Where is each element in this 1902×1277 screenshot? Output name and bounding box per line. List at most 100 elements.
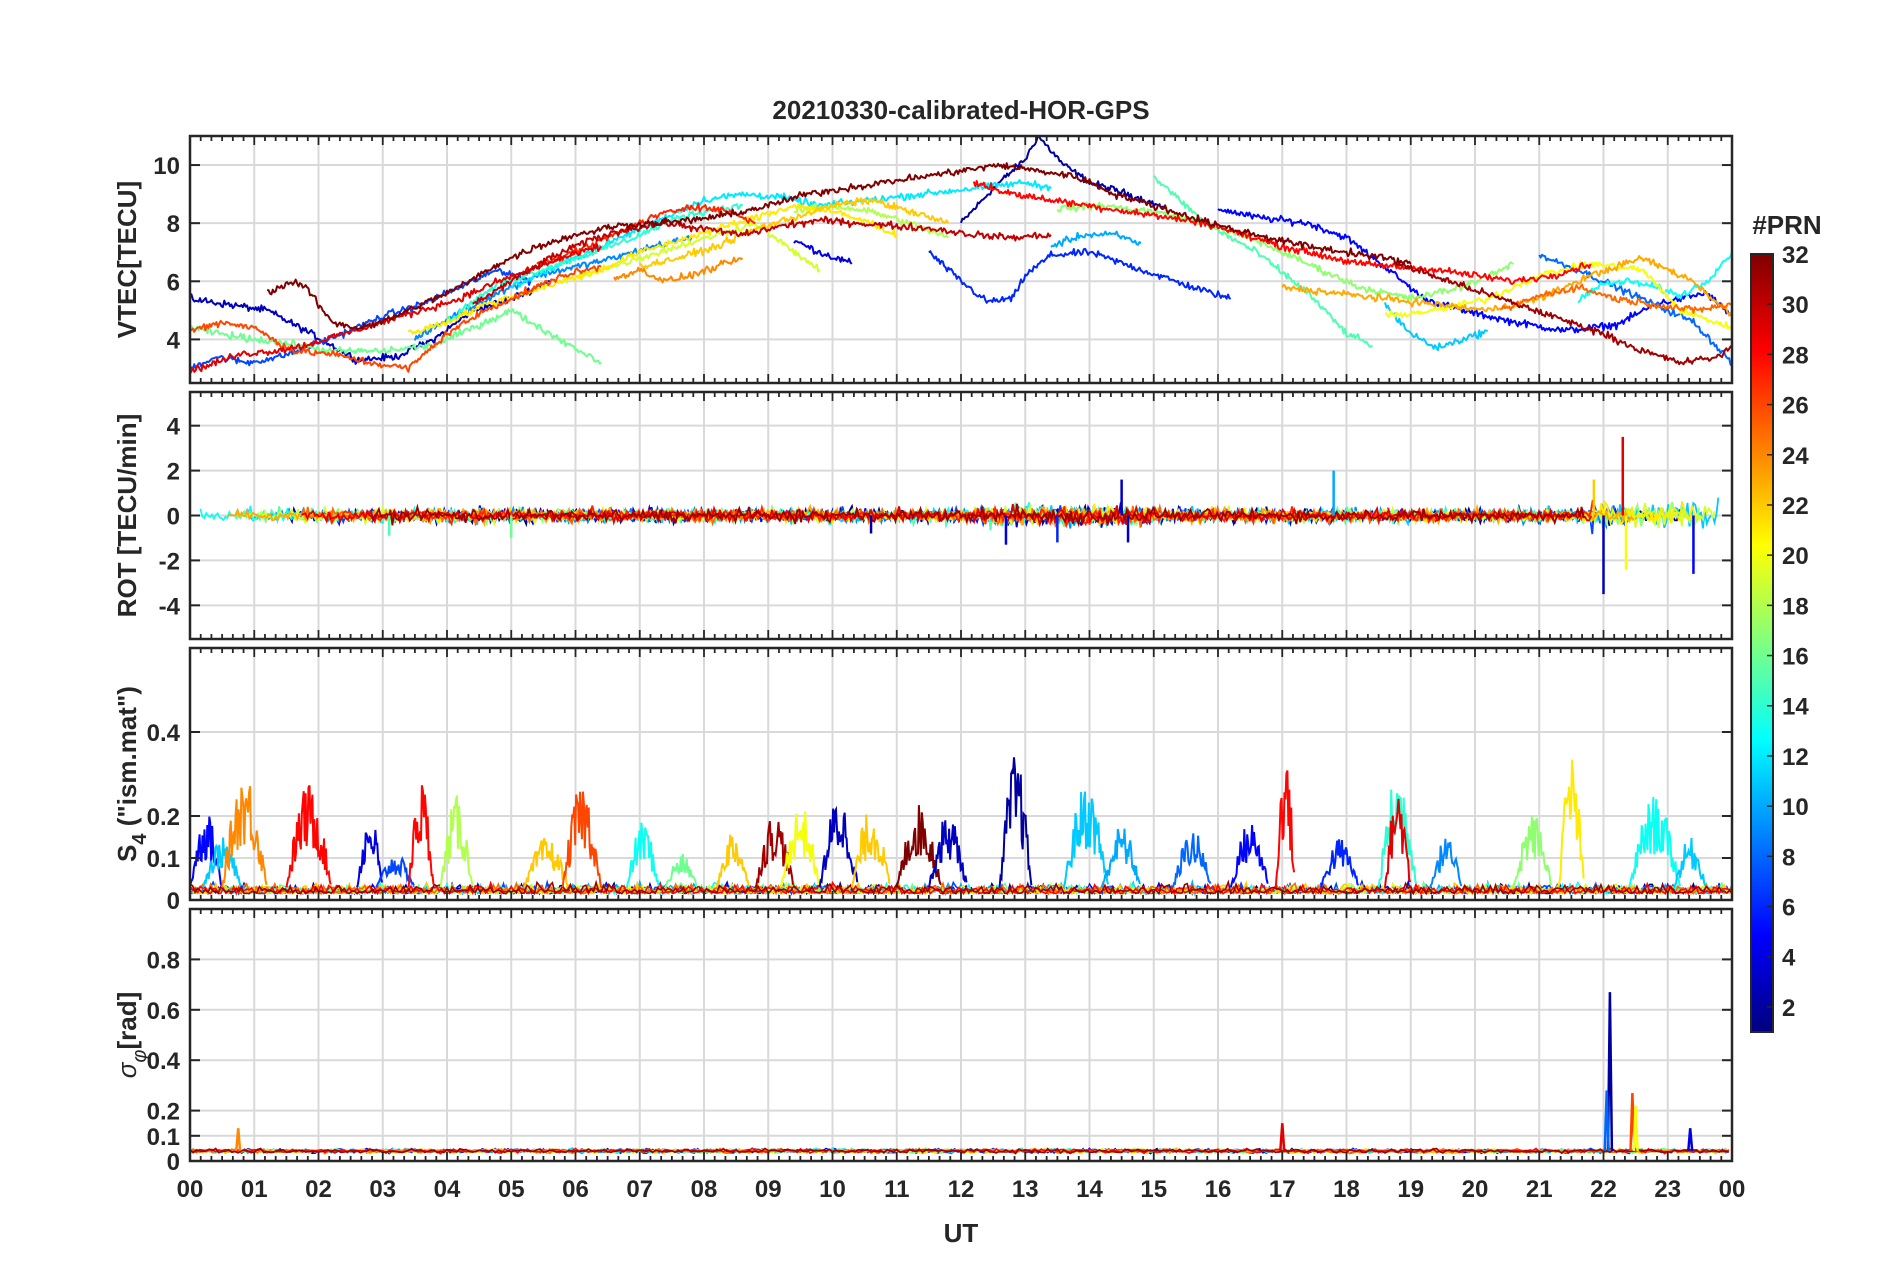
prn-14-vtec-line xyxy=(446,203,744,322)
prn-11-s4-burst xyxy=(1062,791,1110,888)
prn-25-vtec-line xyxy=(1500,283,1732,314)
prn-13-vtec-line xyxy=(1577,251,1732,303)
colorbar-tick-label: 28 xyxy=(1782,342,1809,369)
prn-10-vtec-line xyxy=(1050,230,1142,248)
y-axis-label-subscript: φ xyxy=(129,1050,151,1063)
x-tick-label: 22 xyxy=(1590,1176,1617,1203)
prn-17-s4-burst xyxy=(1512,816,1553,888)
x-tick-label: 09 xyxy=(755,1176,782,1203)
x-tick-label: 23 xyxy=(1654,1176,1681,1203)
y-axis-label-rest: [rad] xyxy=(112,992,142,1050)
x-tick-label: 02 xyxy=(305,1176,332,1203)
prn-22-s4-burst xyxy=(715,834,750,888)
prn-11-s4-burst xyxy=(1673,837,1707,888)
x-tick-label: 01 xyxy=(241,1176,268,1203)
prn-2-s4-burst xyxy=(998,757,1033,888)
x-tick-label: 11 xyxy=(884,1176,909,1203)
colorbar-tick-label: 16 xyxy=(1782,644,1809,671)
colorbar-title: #PRN xyxy=(1752,210,1821,240)
y-tick-label: 0.2 xyxy=(147,804,180,831)
colorbar-gradient xyxy=(1750,253,1774,1033)
y-tick-label: -2 xyxy=(159,548,180,575)
sigma-spike xyxy=(1279,1123,1286,1151)
y-axis-label: S4 ("ism.mat") xyxy=(112,686,151,862)
prn-4-vtec-line xyxy=(793,240,853,265)
colorbar-tick-label: 22 xyxy=(1782,493,1809,520)
prn-3-vtec-line xyxy=(190,280,550,365)
sigma-spike xyxy=(1687,1128,1694,1152)
y-axis-label-main: S xyxy=(112,845,142,862)
prn-5-s4-burst xyxy=(190,816,223,888)
prn-22-s4-burst xyxy=(523,838,569,888)
prn-11-s4-burst xyxy=(201,837,242,888)
x-tick-label: 10 xyxy=(819,1176,846,1203)
x-tick-label: 21 xyxy=(1526,1176,1553,1203)
y-axis-label-main: σ xyxy=(112,1061,142,1078)
prn-13-s4-burst xyxy=(625,822,660,888)
y-tick-label: -4 xyxy=(159,593,181,620)
prn-22-s4-burst xyxy=(850,814,891,888)
prn-6-s4-burst xyxy=(1319,839,1360,888)
x-tick-label: 17 xyxy=(1269,1176,1296,1203)
colorbar-tick-label: 14 xyxy=(1782,694,1809,721)
data-series xyxy=(190,136,1732,375)
y-tick-label: 8 xyxy=(167,211,180,238)
y-tick-label: 0 xyxy=(167,1149,180,1176)
y-tick-label: 4 xyxy=(167,327,181,354)
y-tick-label: 0.4 xyxy=(147,720,181,747)
y-tick-label: 0.1 xyxy=(147,846,180,873)
panel-s4: 0 0.1 0.2 0.4S4 ("ism.mat") xyxy=(112,646,1734,915)
sigma-spike xyxy=(1606,992,1614,1151)
panel-sigma: 00.10.2 0.4 0.6 0.8 σφ[rad] xyxy=(112,907,1734,1176)
colorbar-tick-label: 30 xyxy=(1782,292,1809,319)
y-axis-label-rest: ("ism.mat") xyxy=(112,686,142,833)
y-axis-label: VTEC[TECU] xyxy=(112,181,142,338)
data-series xyxy=(190,992,1730,1155)
x-tick-label: 18 xyxy=(1333,1176,1360,1203)
prn-7-vtec-line xyxy=(190,267,532,370)
x-tick-label: 12 xyxy=(948,1176,975,1203)
sigma-spike xyxy=(1603,1090,1610,1151)
y-tick-label: 4 xyxy=(167,414,181,441)
prn-28-s4-burst xyxy=(407,785,435,888)
prn-26-s4-burst xyxy=(561,791,603,888)
y-tick-label: 0 xyxy=(167,504,180,531)
prn-7-s4-burst xyxy=(375,856,415,888)
prn-28-vtec-line xyxy=(972,180,1592,285)
x-tick-label: 08 xyxy=(691,1176,718,1203)
prn-31-sigma-line xyxy=(190,1147,1729,1155)
colorbar-tick-label: 10 xyxy=(1782,794,1809,821)
x-tick-label: 04 xyxy=(434,1176,461,1203)
x-tick-label: 00 xyxy=(1719,1176,1746,1203)
prn-29-s4-burst xyxy=(1384,798,1412,888)
prn-30-vtec-line xyxy=(472,215,1052,305)
prn-31-s4-baseline xyxy=(190,879,1732,896)
y-tick-label: 10 xyxy=(153,153,180,180)
prn-16-vtec-line xyxy=(190,308,602,365)
y-tick-label: 0.4 xyxy=(147,1048,181,1075)
y-tick-label: 0.1 xyxy=(147,1124,180,1151)
x-axis-label: UT xyxy=(944,1218,979,1248)
prn-22-vtec-line xyxy=(639,197,950,270)
prn-31-vtec-line xyxy=(1397,261,1732,366)
prn-31-rot-line xyxy=(368,503,1586,528)
y-axis-label: ROT [TECU/min] xyxy=(112,414,142,618)
prn-20-s4-burst xyxy=(780,811,820,888)
x-tick-label: 19 xyxy=(1397,1176,1424,1203)
x-axis-tick-labels: 00 01 02 03 04 05 06 07 08 09 10 11 12 13 14 15 16 17 18 19… xyxy=(177,1176,1746,1203)
prn-32-s4-burst xyxy=(895,805,942,888)
prn-26-vtec-line xyxy=(190,265,602,373)
prn-8-s4-burst xyxy=(1172,833,1212,888)
y-axis-label: σφ[rad] xyxy=(112,992,151,1079)
prn-28-s4-burst xyxy=(285,784,332,888)
prn-5-s4-burst xyxy=(1229,824,1269,888)
panel-vtec: 4 6 8 10 VTEC[TECU] xyxy=(112,134,1734,385)
y-tick-label: 0 xyxy=(167,888,180,915)
prn-15-rot-line xyxy=(234,502,1554,531)
prn-5-vtec-line xyxy=(1217,208,1732,334)
panel-rot: -4 -2 0 2 4 ROT [TECU/min] xyxy=(112,390,1734,641)
prn-9-s4-burst xyxy=(1429,838,1463,888)
x-tick-label: 05 xyxy=(498,1176,525,1203)
colorbar-tick-label: 2 xyxy=(1782,995,1795,1022)
